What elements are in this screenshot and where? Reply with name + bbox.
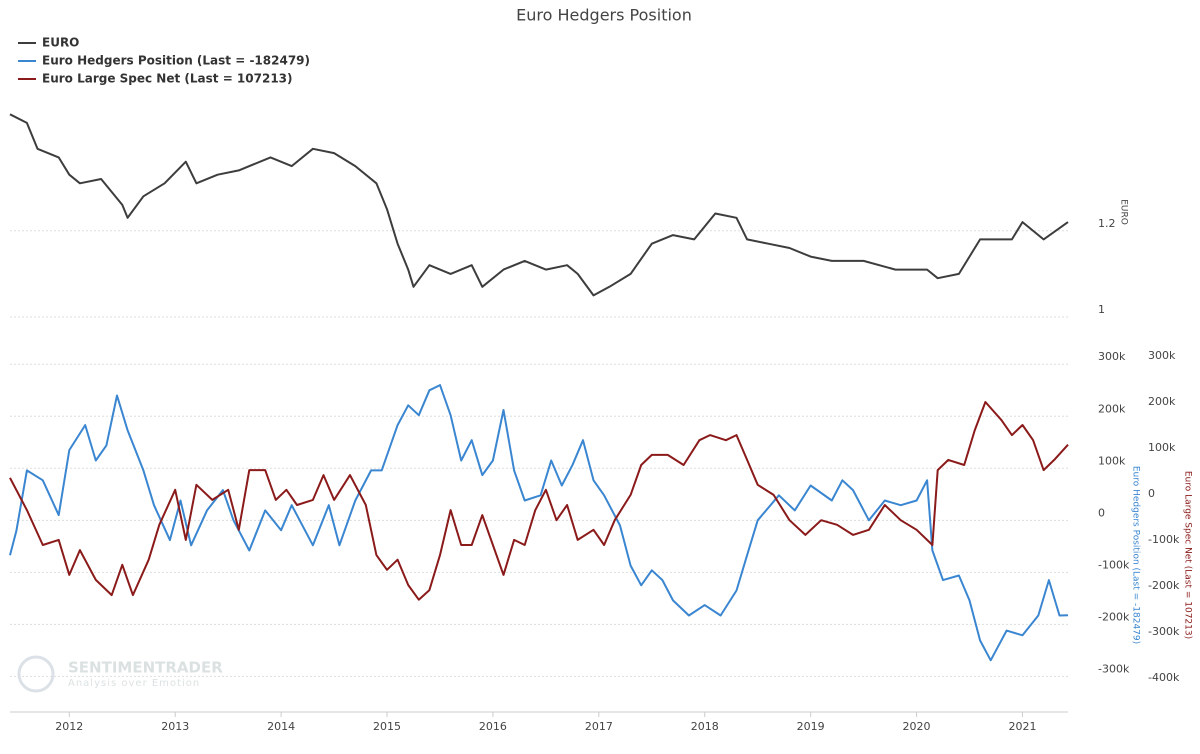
legend-label: Euro Hedgers Position (Last = -182479) xyxy=(42,54,310,68)
legend-label: EURO xyxy=(42,36,79,50)
y2-tick-label: -100k xyxy=(1148,533,1180,546)
watermark-icon xyxy=(17,655,55,693)
y2-tick-label: -400k xyxy=(1148,671,1180,684)
watermark-brand: SENTIMENTRADER xyxy=(68,659,223,677)
y-tick-label: 0 xyxy=(1098,506,1105,519)
x-tick-label: 2017 xyxy=(585,720,613,733)
y-tick-label: -100k xyxy=(1098,558,1130,571)
x-tick-label: 2019 xyxy=(797,720,825,733)
y2-tick-label: -300k xyxy=(1148,625,1180,638)
y-tick-label: 200k xyxy=(1098,402,1126,415)
series-line xyxy=(9,401,1069,601)
x-tick-label: 2013 xyxy=(161,720,189,733)
x-tick-label: 2012 xyxy=(55,720,83,733)
y-tick-label: -200k xyxy=(1098,610,1130,623)
y-tick-label: 100k xyxy=(1098,454,1126,467)
chart-title: Euro Hedgers Position xyxy=(516,6,692,25)
x-tick-label: 2021 xyxy=(1008,720,1036,733)
x-tick-label: 2016 xyxy=(479,720,507,733)
y2-axis-title: Euro Large Spec Net (Last = 107213) xyxy=(1183,471,1193,639)
watermark-tagline: Analysis over Emotion xyxy=(68,678,200,689)
y2-tick-label: 300k xyxy=(1148,349,1176,362)
y2-tick-label: 100k xyxy=(1148,441,1176,454)
x-tick-label: 2018 xyxy=(691,720,719,733)
y-tick-label: -300k xyxy=(1098,662,1130,675)
y2-tick-label: 0 xyxy=(1148,487,1155,500)
y2-tick-label: -200k xyxy=(1148,579,1180,592)
series-line xyxy=(9,384,1069,662)
y-axis-title: Euro Hedgers Position (Last = -182479) xyxy=(1131,466,1141,644)
x-tick-label: 2015 xyxy=(373,720,401,733)
watermark: SENTIMENTRADER Analysis over Emotion xyxy=(17,655,223,693)
y-tick-label: 300k xyxy=(1098,350,1126,363)
y-tick-label: 1 xyxy=(1098,303,1105,316)
legend-label: Euro Large Spec Net (Last = 107213) xyxy=(42,72,293,86)
y2-tick-label: 200k xyxy=(1148,395,1176,408)
series-line xyxy=(9,113,1069,297)
x-tick-label: 2020 xyxy=(903,720,931,733)
y-axis-title: EURO xyxy=(1119,199,1129,225)
y-tick-label: 1.2 xyxy=(1098,217,1116,230)
x-tick-label: 2014 xyxy=(267,720,295,733)
